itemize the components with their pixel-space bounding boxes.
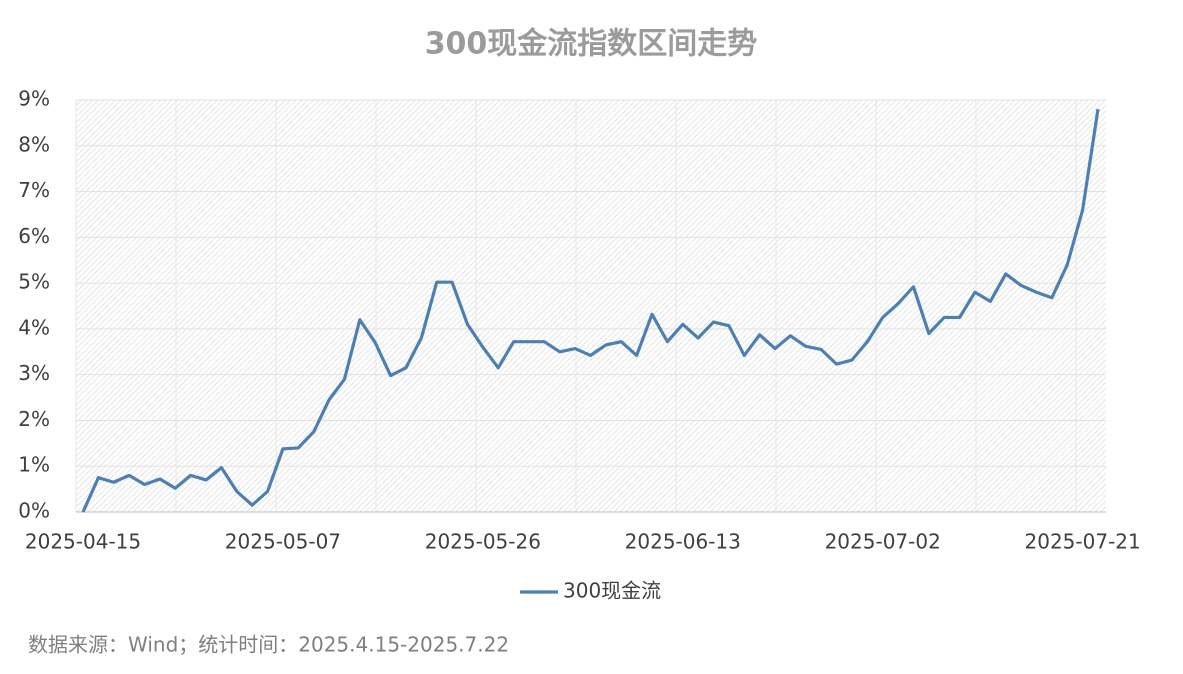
y-tick-label: 1% [18,453,50,477]
chart-title: 300现金流指数区间走势 [425,27,758,62]
y-tick-label: 8% [18,132,50,156]
data-line [81,108,1100,513]
y-tick-label: 3% [18,361,50,385]
y-tick-label: 2% [18,407,50,431]
y-tick-label: 7% [18,178,50,202]
x-tick-label: 2025-05-07 [225,530,341,554]
plot-area [76,100,1106,512]
y-tick-label: 6% [18,224,50,248]
x-tick-label: 2025-04-15 [25,530,141,554]
source-note: 数据来源：Wind；统计时间：2025.4.15-2025.7.22 [28,633,509,657]
y-tick-label: 5% [18,270,50,294]
y-tick-label: 0% [18,499,50,523]
x-tick-label: 2025-07-02 [825,530,941,554]
y-tick-label: 4% [18,315,50,339]
x-tick-label: 2025-05-26 [425,530,541,554]
legend-label: 300现金流 [563,579,661,603]
y-tick-label: 9% [18,87,50,111]
x-tick-label: 2025-07-21 [1025,530,1141,554]
x-tick-label: 2025-06-13 [625,530,741,554]
